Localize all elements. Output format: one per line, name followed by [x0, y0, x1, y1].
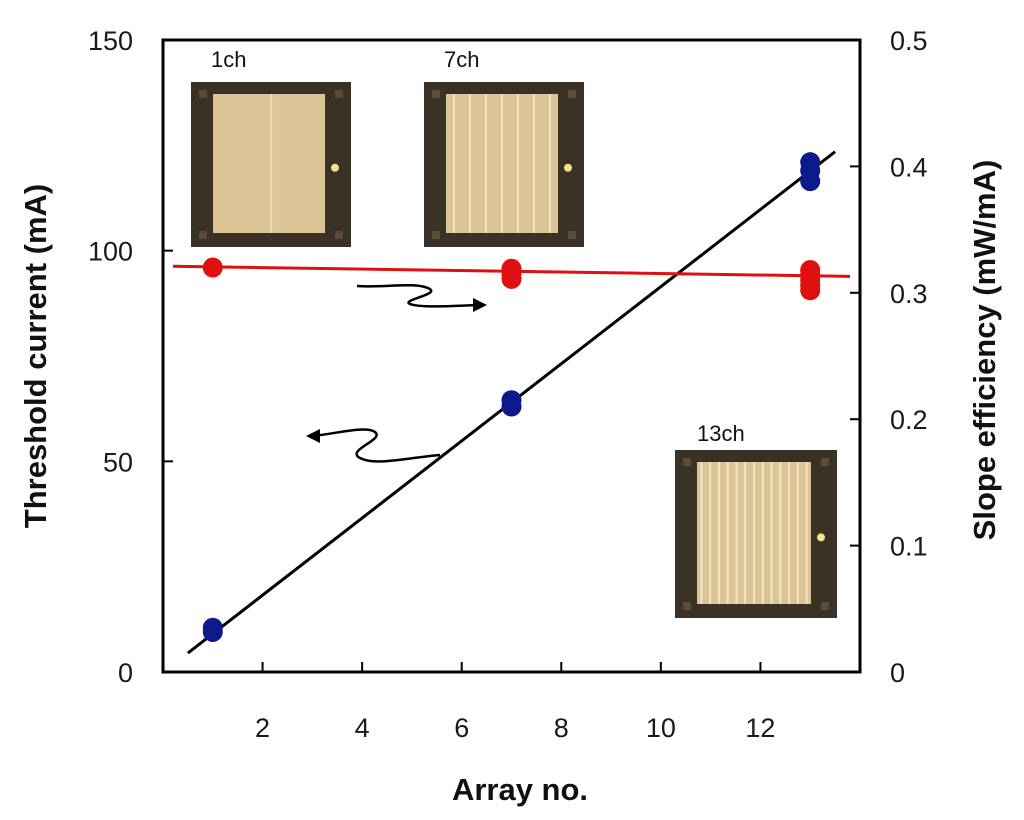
- right-y-tick-label: 0.1: [890, 532, 928, 562]
- chip-inset-13ch: 13ch: [675, 421, 837, 618]
- chip-inset-pad: [335, 90, 343, 98]
- left-y-tick-label: 100: [88, 237, 133, 267]
- threshold-point: [202, 617, 223, 638]
- chip-inset-bond-spot: [331, 163, 339, 172]
- chip-inset-pad: [432, 90, 440, 98]
- right-y-axis-title: Slope efficiency (mW/mA): [967, 160, 1002, 541]
- right-y-tick-label: 0.2: [890, 405, 928, 435]
- chip-inset-pad: [199, 90, 207, 98]
- threshold-point: [501, 390, 522, 411]
- x-tick-label: 12: [745, 713, 775, 743]
- left-y-tick-label: 0: [118, 658, 133, 688]
- x-tick-label: 4: [355, 713, 370, 743]
- chip-inset-active-area: [213, 94, 325, 233]
- x-tick-label: 2: [255, 713, 270, 743]
- data-points: [202, 152, 821, 642]
- left-y-tick-label: 50: [103, 447, 133, 477]
- chip-inset-pad: [432, 231, 440, 239]
- x-tick-label: 10: [646, 713, 676, 743]
- slope-point: [800, 260, 821, 281]
- chip-insets: 1ch 7ch 13ch: [191, 47, 837, 618]
- right-y-tick-label: 0.5: [890, 26, 928, 56]
- chip-inset-pad: [821, 602, 829, 610]
- chip-inset-bond-spot: [564, 163, 572, 172]
- right-y-tick-label: 0.3: [890, 279, 928, 309]
- chip-inset-pad: [568, 90, 576, 98]
- chip-inset-pad: [568, 231, 576, 239]
- left-axis-arrowhead: [306, 429, 320, 443]
- chip-inset-label: 13ch: [697, 421, 745, 446]
- right-axis-arrow: [356, 284, 479, 308]
- chip-inset-7ch: 7ch: [424, 47, 584, 247]
- chip-inset-pad: [683, 458, 691, 466]
- slope-point: [202, 257, 223, 278]
- chip-inset-label: 1ch: [211, 47, 246, 72]
- chip-inset-bond-spot: [817, 533, 825, 542]
- plot-frame: [161, 38, 862, 674]
- right-y-tick-label: 0: [890, 658, 905, 688]
- right-axis-arrowhead: [473, 298, 487, 312]
- left-axis-arrow: [311, 428, 441, 463]
- slope-point: [501, 258, 522, 279]
- x-tick-label: 8: [554, 713, 569, 743]
- axis-ticks: 2 4 6 8 10 12 0 50 100 150 0 0.1 0.2 0.3 0.4 0.5: [88, 26, 928, 743]
- x-axis-title: Array no.: [452, 772, 588, 807]
- right-y-tick-label: 0.4: [890, 152, 928, 182]
- chip-inset-label: 7ch: [444, 47, 479, 72]
- chip-inset-1ch: 1ch: [191, 47, 351, 247]
- chip-inset-pad: [335, 231, 343, 239]
- chip-inset-pad: [683, 602, 691, 610]
- axis-indicator-arrows: [306, 284, 487, 463]
- chip-inset-pad: [821, 458, 829, 466]
- x-tick-label: 6: [454, 713, 469, 743]
- chip-inset-pad: [199, 231, 207, 239]
- left-y-axis-title: Threshold current (mA): [18, 184, 53, 528]
- axis-labels: Array no. Threshold current (mA) Slope e…: [18, 160, 1002, 807]
- threshold-point: [800, 152, 821, 173]
- left-y-tick-label: 150: [88, 26, 133, 56]
